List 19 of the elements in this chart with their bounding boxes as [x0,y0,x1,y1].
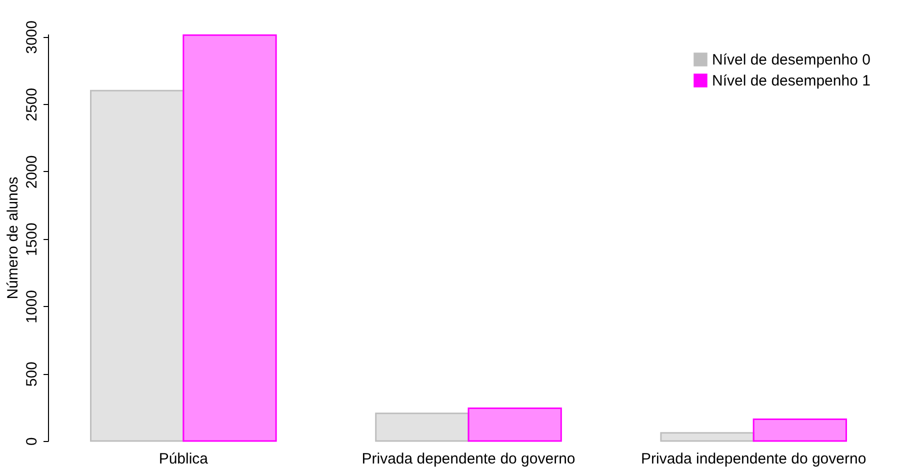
bar [752,418,847,442]
y-tick-label: 1000 [24,290,40,324]
x-tick-label: Privada dependente do governo [362,450,576,468]
legend-label: Nível de desempenho 0 [712,52,870,68]
y-tick-label: 0 [24,437,40,446]
y-axis-title: Número de alunos [4,176,22,300]
bar [660,432,754,442]
y-tick-label: 3000 [24,20,40,54]
y-tick-label: 2000 [24,155,40,189]
bar [182,34,277,442]
x-tick-label: Privada independente do governo [640,450,866,468]
bar [90,90,184,442]
legend-label: Nível de desempenho 1 [712,72,870,90]
y-tick-label: 500 [24,362,40,387]
bar [468,408,562,442]
y-tick-label: 2500 [24,88,40,122]
bar [375,412,470,442]
y-tick-label: 1500 [24,222,40,256]
x-tick-label: Pública [158,450,209,468]
